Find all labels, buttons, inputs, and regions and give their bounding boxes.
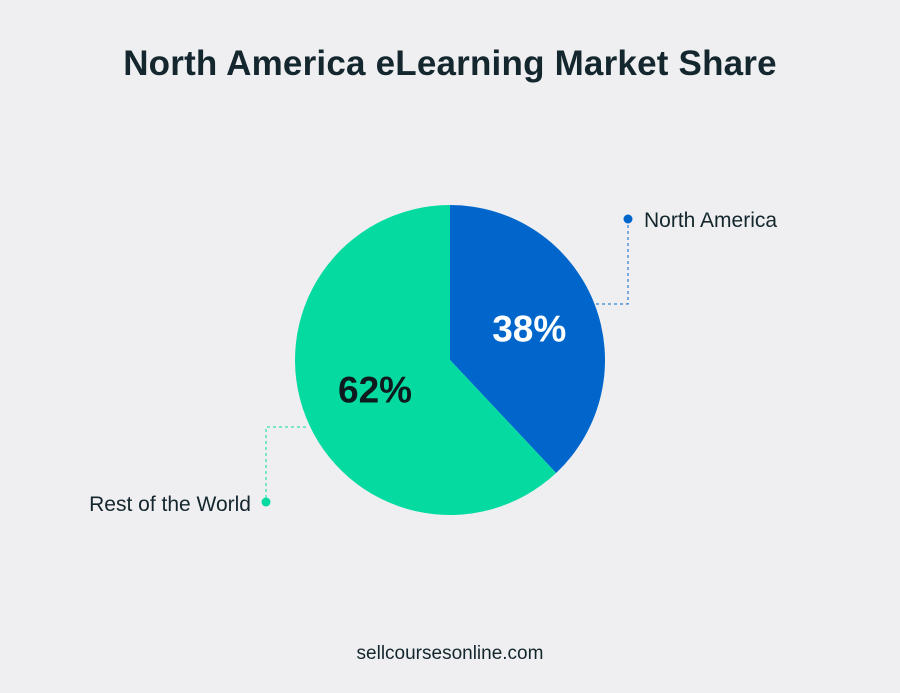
data-label-rest-of-the-world: 62% [338, 370, 412, 411]
pie-slice-north-america [450, 205, 605, 473]
chart-title: North America eLearning Market Share [123, 44, 777, 83]
north-america-leader-line [596, 222, 629, 305]
legend-label-north-america: North America [644, 209, 777, 232]
rest-of-world-legend-dot [261, 497, 271, 507]
rest-of-world-leader-line [265, 426, 306, 500]
north-america-legend-dot [623, 214, 633, 224]
source-footer: sellcoursesonline.com [356, 643, 544, 664]
legend-label-rest-of-world: Rest of the World [89, 493, 251, 516]
data-label-north-america: 38% [492, 309, 566, 350]
pie-slice-rest-of-the-world [294, 204, 557, 515]
